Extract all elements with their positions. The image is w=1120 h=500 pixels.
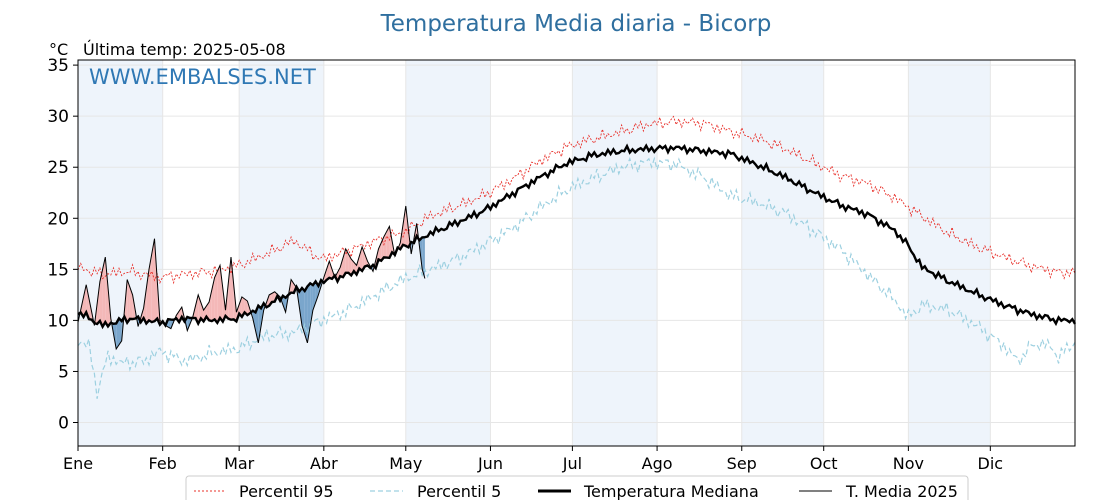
x-tick-label-feb: Feb — [149, 454, 177, 473]
fill-above-median — [345, 248, 349, 273]
month-band-nov — [908, 60, 991, 446]
plot-area: WWW.EMBALSES.NET — [77, 59, 1077, 447]
series-line-median — [77, 143, 1077, 330]
x-tick-label-sep: Sep — [727, 454, 757, 473]
fill-above-median — [146, 269, 149, 324]
month-band-may — [405, 60, 491, 446]
y-unit-label: °C — [49, 40, 68, 59]
fill-above-median — [195, 294, 199, 324]
last-temp-label: Última temp: 2025-05-08 — [83, 40, 286, 59]
fill-above-median — [143, 288, 147, 324]
fill-below-median — [258, 305, 261, 343]
month-band-ene — [78, 60, 163, 446]
legend-box — [185, 475, 969, 500]
month-band-jul — [572, 60, 658, 446]
legend-label-current: T. Media 2025 — [845, 482, 958, 500]
fill-above-median — [389, 226, 393, 258]
fill-above-median — [151, 238, 155, 323]
series-line-p5 — [77, 156, 1076, 399]
fill-above-median — [217, 265, 220, 323]
fill-above-median — [214, 271, 218, 323]
fill-above-median — [129, 287, 133, 319]
series-lines — [77, 115, 1077, 399]
fill-above-median — [99, 269, 103, 327]
y-tick-label: 20 — [47, 209, 69, 229]
fill-above-median — [386, 226, 390, 258]
fill-below-median — [119, 318, 122, 345]
fill-above-median — [154, 238, 158, 322]
y-tick-label: 0 — [58, 414, 69, 434]
chart-title: Temperatura Media diaria - Bicorp — [380, 11, 772, 37]
y-tick-label: 5 — [58, 362, 69, 382]
fill-above-median — [220, 265, 223, 322]
fill-below-median — [422, 237, 425, 279]
fill-above-median — [83, 284, 87, 317]
fill-above-median — [326, 261, 330, 280]
fill-above-median — [381, 236, 384, 261]
fill-above-median — [149, 254, 152, 323]
y-tick-label: 35 — [47, 56, 69, 76]
fill-below-median — [187, 317, 190, 331]
fill-above-median — [244, 299, 248, 316]
y-tick-label: 30 — [47, 107, 69, 127]
x-tick-label-nov: Nov — [893, 454, 924, 473]
fill-below-median — [312, 281, 316, 311]
y-tick-label: 15 — [47, 260, 69, 280]
y-axis: 0 5 10 15 20 25 30 35 — [47, 56, 78, 434]
legend-label-median: Temperatura Mediana — [583, 482, 759, 500]
fill-above-median — [348, 254, 352, 276]
fill-above-median — [231, 257, 234, 320]
month-band-sep — [741, 60, 824, 446]
x-tick-label-may: May — [389, 454, 422, 473]
month-band-mar — [239, 60, 324, 446]
y-tick-label: 25 — [47, 158, 69, 178]
watermark: WWW.EMBALSES.NET — [89, 65, 316, 89]
fill-below-median — [282, 295, 286, 313]
x-tick-label-dic: Dic — [978, 454, 1004, 473]
fill-above-median — [127, 279, 130, 323]
plot-frame — [77, 59, 1076, 447]
fill-below-median — [116, 318, 119, 349]
fill-above-median — [271, 291, 275, 302]
fill-above-median — [239, 296, 242, 317]
fill-above-median — [102, 257, 106, 327]
fill-below-median — [299, 288, 302, 326]
fill-above-median — [105, 257, 108, 327]
fill-above-median — [86, 284, 89, 320]
fill-above-median — [200, 302, 204, 322]
x-tick-label-ago: Ago — [642, 454, 673, 473]
fill-below-median — [310, 283, 313, 327]
series-line-current — [77, 205, 426, 351]
x-tick-label-jul: Jul — [562, 454, 582, 473]
legend: Percentil 95 Percentil 5 Temperatura Med… — [185, 475, 969, 500]
x-axis: Ene Feb Mar Abr May Jun Jul Ago Sep Oct Nov Dic — [63, 446, 1003, 473]
x-tick-label-mar: Mar — [224, 454, 255, 473]
x-tick-label-jun: Jun — [477, 454, 503, 473]
x-tick-label-ene: Ene — [63, 454, 93, 473]
fill-below-median — [302, 288, 305, 335]
fill-above-median — [329, 261, 332, 279]
fill-above-median — [340, 258, 343, 278]
fill-above-median — [378, 242, 382, 261]
fill-below-median — [168, 319, 171, 329]
legend-label-p5: Percentil 5 — [417, 482, 501, 500]
x-tick-label-oct: Oct — [810, 454, 838, 473]
fill-above-median — [209, 289, 212, 322]
y-tick-label: 10 — [47, 311, 69, 331]
fill-above-median — [97, 281, 100, 324]
fill-above-median — [228, 257, 231, 320]
legend-label-p95: Percentil 95 — [239, 482, 334, 500]
x-tick-label-abr: Abr — [310, 454, 338, 473]
fill-above-median — [359, 246, 363, 271]
